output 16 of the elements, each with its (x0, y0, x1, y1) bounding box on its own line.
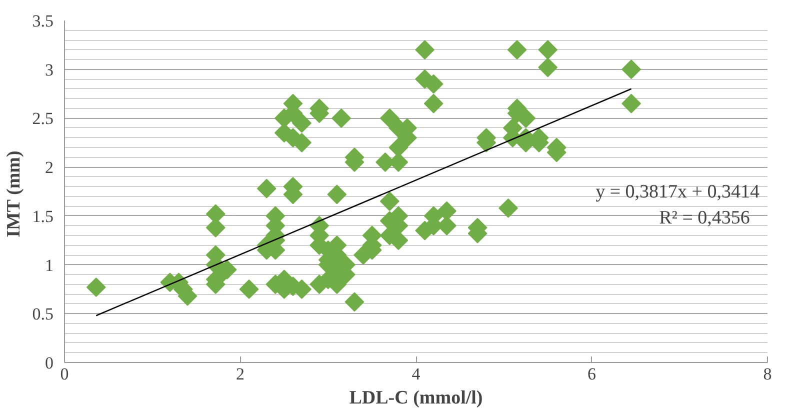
y-tick-label: 1 (45, 256, 54, 275)
x-tick-label: 6 (588, 364, 596, 384)
y-axis-title: IMT (mm) (3, 150, 24, 238)
x-tick-label: 2 (236, 364, 244, 384)
y-tick-label: 0.5 (32, 304, 54, 324)
annotation: R² = 0,4356 (659, 208, 750, 228)
y-tick-label: 3 (45, 60, 54, 80)
x-tick-label: 0 (60, 364, 69, 384)
y-tick-label: 1.5 (32, 206, 54, 226)
y-tick-label: 2.5 (32, 109, 54, 128)
x-tick-label: 8 (763, 364, 772, 384)
y-tick-label: 2 (45, 158, 54, 178)
y-tick-label: 3.5 (32, 12, 54, 30)
x-axis-title: LDL-C (mmol/l) (349, 388, 483, 408)
annotation: y = 0,3817x + 0,3414 (596, 182, 760, 202)
x-tick-label: 4 (412, 364, 421, 384)
